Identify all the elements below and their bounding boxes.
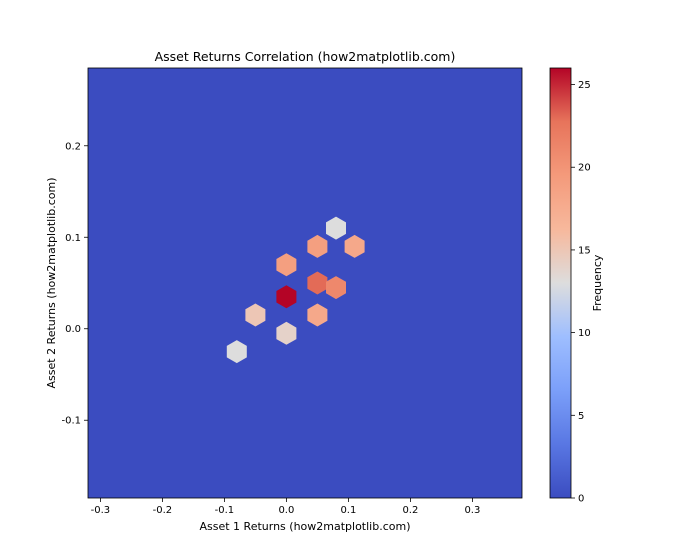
- colorbar-tick-label: 20: [578, 163, 591, 174]
- y-tick-label: 0.2: [65, 141, 81, 152]
- hexbin-layer: [88, 68, 522, 498]
- colorbar-label: Frequency: [591, 254, 604, 311]
- colorbar-tick-label: 25: [578, 80, 591, 91]
- colorbar-tick-label: 15: [578, 245, 591, 256]
- hexbin-cell: [276, 253, 297, 277]
- colorbar-tick-label: 0: [578, 494, 584, 505]
- hexbin-cell: [226, 340, 247, 364]
- x-tick-label: 0.3: [464, 505, 480, 516]
- y-tick-label: 0.1: [65, 233, 81, 244]
- x-tick-label: -0.1: [215, 505, 235, 516]
- colorbar-tick-label: 5: [578, 411, 584, 422]
- colorbar-tick-label: 10: [578, 328, 591, 339]
- hexbin-cell: [276, 285, 297, 309]
- x-axis: -0.3 -0.2 -0.1 0.0 0.1 0.2 0.3: [91, 498, 480, 516]
- x-tick-label: -0.3: [91, 505, 111, 516]
- y-tick-label: -0.1: [61, 416, 81, 427]
- plot-frame: [87, 67, 523, 499]
- hexbin-cell: [307, 234, 328, 258]
- colorbar-axis: 0 5 10 15 20 25: [571, 80, 591, 505]
- hexbin-background: [88, 68, 522, 498]
- hexbin-cell: [276, 321, 297, 345]
- x-tick-label: 0.2: [402, 505, 418, 516]
- chart-title: Asset Returns Correlation (how2matplotli…: [155, 49, 456, 64]
- hexbin-cell: [326, 216, 346, 240]
- x-tick-label: 0.1: [340, 505, 356, 516]
- colorbar: [549, 67, 572, 499]
- y-axis: -0.1 0.0 0.1 0.2: [61, 141, 88, 427]
- x-tick-label: -0.2: [153, 505, 173, 516]
- hexbin-cell: [307, 303, 328, 327]
- x-tick-label: 0.0: [278, 505, 294, 516]
- y-tick-label: 0.0: [65, 324, 81, 335]
- hexbin-cell: [245, 303, 266, 327]
- y-axis-label: Asset 2 Returns (how2matplotlib.com): [45, 177, 58, 388]
- x-axis-label: Asset 1 Returns (how2matplotlib.com): [199, 520, 410, 533]
- hexbin-cell: [326, 276, 346, 300]
- hexbin-cell: [344, 234, 365, 258]
- hexbin-cell: [307, 271, 328, 295]
